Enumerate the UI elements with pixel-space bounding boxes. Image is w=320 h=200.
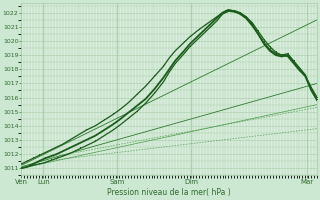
X-axis label: Pression niveau de la mer( hPa ): Pression niveau de la mer( hPa ) <box>108 188 231 197</box>
